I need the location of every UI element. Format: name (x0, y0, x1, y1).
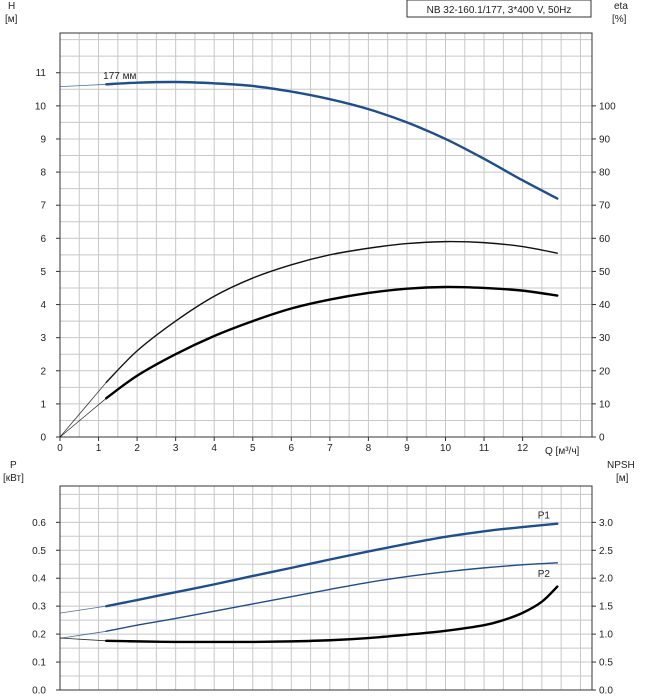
power-npsh-grid (60, 486, 592, 690)
eta-axis-unit: [%] (612, 14, 627, 25)
right-tick-label: 80 (599, 168, 611, 179)
curve-177- (105, 80, 559, 200)
right-tick-label: 2.0 (599, 574, 613, 585)
x-tick-label: 8 (366, 443, 372, 454)
head-axis-label: H (8, 1, 15, 12)
head-efficiency-grid (60, 33, 592, 437)
head-axis-unit: [м] (5, 14, 18, 25)
power-axis-unit: [кВт] (3, 473, 24, 484)
x-tick-label: 7 (327, 443, 333, 454)
flow-axis-label: Q [м³/ч] (545, 446, 580, 457)
right-tick-label: 2.5 (599, 546, 613, 557)
npsh-axis-label: NPSH (607, 460, 635, 471)
right-tick-label: 100 (599, 101, 616, 112)
left-tick-label: 0.4 (32, 574, 46, 585)
left-tick-label: 0.3 (32, 602, 46, 613)
curve-extension-series-1-2 (59, 637, 107, 642)
left-tick-label: 0.2 (32, 630, 46, 641)
left-tick-label: 3 (40, 333, 46, 344)
series-label-177-: 177 мм (103, 71, 136, 82)
curve-p2 (105, 562, 558, 633)
series-label-p1: P1 (538, 511, 551, 522)
right-tick-label: 1.0 (599, 630, 613, 641)
curve-series-0-2 (105, 285, 559, 400)
left-tick-label: 0 (40, 433, 46, 444)
curve-extension-p1 (59, 605, 107, 614)
left-tick-label: 9 (40, 134, 46, 145)
curve-series-1-2 (105, 585, 559, 644)
x-tick-label: 10 (440, 443, 452, 454)
curve-p1 (105, 522, 559, 608)
chart-title-box: NB 32-160.1/177, 3*400 V, 50Hz (406, 0, 592, 18)
x-tick-label: 6 (289, 443, 295, 454)
right-tick-label: 0.5 (599, 658, 613, 669)
left-tick-label: 0.1 (32, 658, 46, 669)
curve-series-0-1 (105, 240, 558, 384)
right-tick-label: 0 (599, 433, 605, 444)
right-tick-label: 3.0 (599, 518, 613, 529)
left-tick-label: 8 (40, 168, 46, 179)
right-tick-label: 40 (599, 300, 611, 311)
head-efficiency-frame (59, 32, 593, 438)
right-tick-label: 60 (599, 234, 611, 245)
power-npsh-panel: 0.0 0.1 0.2 0.3 0.4 0.5 0.6 0.0 0.5 1.0 1.5 2.0 2.5 3… (3, 460, 635, 697)
x-tick-label: 12 (517, 443, 529, 454)
curve-extension-p2 (59, 630, 107, 639)
x-tick-label: 3 (173, 443, 179, 454)
left-tick-label: 4 (40, 300, 46, 311)
curve-extension-series-0-1 (59, 382, 107, 438)
right-tick-label: 30 (599, 333, 611, 344)
right-tick-label: 70 (599, 201, 611, 212)
power-npsh-series: P1 P2 (59, 511, 559, 644)
curve-extension-177- (59, 83, 107, 88)
x-tick-label: 4 (211, 443, 217, 454)
right-tick-label: 10 (599, 399, 611, 410)
power-axis-label: P (10, 460, 17, 471)
right-tick-label: 20 (599, 366, 611, 377)
left-tick-label: 0.6 (32, 518, 46, 529)
chart-title: NB 32-160.1/177, 3*400 V, 50Hz (427, 5, 572, 16)
right-tick-label: 90 (599, 134, 611, 145)
series-label-p2: P2 (538, 569, 551, 580)
power-npsh-frame (59, 485, 593, 691)
left-tick-label: 1 (40, 399, 46, 410)
title-border (406, 0, 592, 18)
right-tick-label: 50 (599, 267, 611, 278)
eta-axis-label: eta (614, 1, 628, 12)
x-tick-label: 11 (479, 443, 490, 454)
left-tick-label: 5 (40, 267, 46, 278)
curve-extension-series-0-2 (59, 397, 107, 438)
left-tick-label: 0.5 (32, 546, 46, 557)
x-tick-label: 9 (404, 443, 410, 454)
left-tick-label: 11 (36, 68, 47, 79)
left-tick-label: 7 (40, 201, 46, 212)
x-tick-label: 5 (250, 443, 256, 454)
right-tick-label: 0.0 (599, 686, 613, 697)
left-tick-label: 6 (40, 234, 46, 245)
right-tick-label: 1.5 (599, 602, 613, 613)
x-tick-label: 2 (134, 443, 140, 454)
left-tick-label: 2 (40, 366, 46, 377)
left-tick-label: 0.0 (32, 686, 46, 697)
x-tick-label: 1 (96, 443, 102, 454)
head-efficiency-series: 177 мм (59, 71, 559, 438)
x-tick-label: 0 (57, 443, 63, 454)
left-tick-label: 10 (35, 101, 47, 112)
npsh-axis-unit: [м] (616, 473, 629, 484)
power-npsh-ticks: 0.0 0.1 0.2 0.3 0.4 0.5 0.6 0.0 0.5 1.0 1.5 2.0 2.5 3… (32, 518, 613, 697)
